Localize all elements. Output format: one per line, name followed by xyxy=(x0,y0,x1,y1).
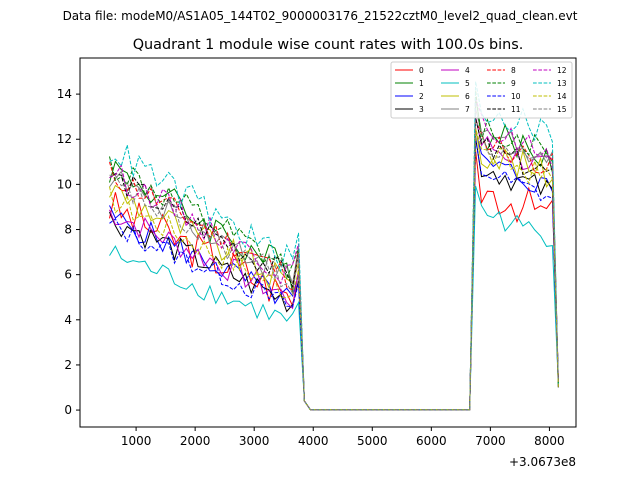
legend-label-4: 4 xyxy=(465,66,470,75)
legend-label-5: 5 xyxy=(465,79,470,88)
x-tick-label: 7000 xyxy=(475,434,506,448)
legend-label-15: 15 xyxy=(557,105,567,114)
legend-label-9: 9 xyxy=(511,79,516,88)
x-tick-label: 1000 xyxy=(121,434,152,448)
x-tick-label: 3000 xyxy=(239,434,270,448)
legend-label-0: 0 xyxy=(419,66,424,75)
legend-label-11: 11 xyxy=(511,105,521,114)
series-line-15 xyxy=(109,119,559,411)
y-tick-label: 12 xyxy=(57,132,72,146)
legend-label-6: 6 xyxy=(465,92,470,101)
chart-suptitle: Data file: modeM0/AS1A05_144T02_90000031… xyxy=(63,9,578,23)
x-tick-label: 4000 xyxy=(298,434,329,448)
x-tick-label: 6000 xyxy=(416,434,447,448)
legend-label-1: 1 xyxy=(419,79,424,88)
series-line-14 xyxy=(109,128,559,411)
x-tick-label: 5000 xyxy=(357,434,388,448)
series-line-6 xyxy=(109,127,559,411)
y-tick-label: 0 xyxy=(64,403,72,417)
legend-label-14: 14 xyxy=(557,92,567,101)
x-tick-label: 8000 xyxy=(534,434,565,448)
chart-title: Quadrant 1 module wise count rates with … xyxy=(133,37,524,53)
legend-label-10: 10 xyxy=(511,92,521,101)
x-offset-label: +3.0673e8 xyxy=(509,455,576,469)
y-tick-label: 2 xyxy=(64,358,72,372)
y-tick-label: 10 xyxy=(57,177,72,191)
plot-lines xyxy=(109,81,559,411)
series-line-0 xyxy=(109,150,559,411)
y-tick-label: 14 xyxy=(57,87,72,101)
y-axis: 0 2 4 6 8 10 12 14 xyxy=(57,87,80,417)
y-tick-label: 8 xyxy=(64,223,72,237)
legend-label-7: 7 xyxy=(465,105,470,114)
y-tick-label: 6 xyxy=(64,268,72,282)
legend-label-12: 12 xyxy=(557,66,567,75)
series-line-4 xyxy=(109,116,559,411)
series-line-12 xyxy=(109,99,559,411)
legend-label-2: 2 xyxy=(419,92,424,101)
y-tick-label: 4 xyxy=(64,313,72,327)
x-axis: 1000 2000 3000 4000 5000 6000 7000 8000 xyxy=(121,427,565,448)
legend-label-3: 3 xyxy=(419,105,424,114)
axes-frame xyxy=(79,57,577,428)
x-tick-label: 2000 xyxy=(180,434,211,448)
legend-box xyxy=(390,61,573,119)
legend-label-13: 13 xyxy=(557,79,567,88)
series-line-10 xyxy=(109,139,559,411)
legend-label-8: 8 xyxy=(511,66,516,75)
series-line-5 xyxy=(109,185,559,411)
